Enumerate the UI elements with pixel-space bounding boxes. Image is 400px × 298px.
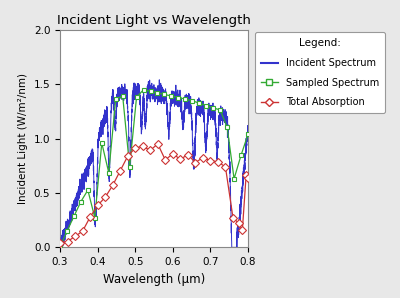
Title: Incident Light vs Wavelength: Incident Light vs Wavelength	[57, 14, 251, 27]
Legend: Incident Spectrum, Sampled Spectrum, Total Absorption: Incident Spectrum, Sampled Spectrum, Tot…	[255, 32, 385, 113]
X-axis label: Wavelength (μm): Wavelength (μm)	[103, 273, 205, 285]
Y-axis label: Incident Light (W/m²/nm): Incident Light (W/m²/nm)	[18, 73, 28, 204]
